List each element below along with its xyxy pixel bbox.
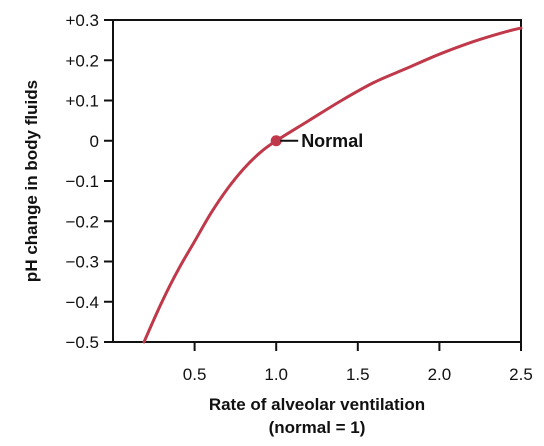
x-axis-title-line-2: (normal = 1) <box>269 418 366 437</box>
x-tick-label: 0.5 <box>183 365 207 384</box>
tick-marks: +0.3 +0.2 +0.1 0 −0.1 −0.2 −0.3 −0.4 −0.5 0.5 1.0 1… <box>65 11 532 384</box>
x-axis-title-line-1: Rate of alveolar ventilation <box>209 395 425 414</box>
x-tick-label: 1.5 <box>346 365 370 384</box>
annotation-layer: Normal <box>270 131 363 151</box>
axes <box>112 19 522 343</box>
series-layer <box>142 26 523 344</box>
x-tick-label: 2.5 <box>509 365 533 384</box>
x-tick-label: 2.0 <box>428 365 452 384</box>
x-tick-label: 1.0 <box>264 365 288 384</box>
y-tick-label: +0.1 <box>65 92 99 111</box>
axis-titles: pH change in body fluids Rate of alveola… <box>22 80 425 437</box>
annotation-label: Normal <box>301 131 363 151</box>
normal-point-marker <box>270 135 282 147</box>
y-tick-label: −0.5 <box>65 333 99 352</box>
y-tick-label: −0.2 <box>65 212 99 231</box>
y-tick-label: +0.3 <box>65 11 99 30</box>
y-tick-label: −0.3 <box>65 253 99 272</box>
y-tick-label: −0.4 <box>65 293 99 312</box>
y-axis-title: pH change in body fluids <box>22 80 41 282</box>
y-tick-label: 0 <box>90 132 99 151</box>
y-tick-label: +0.2 <box>65 51 99 70</box>
y-tick-label: −0.1 <box>65 172 99 191</box>
plot-frame <box>112 19 522 343</box>
series-line <box>142 26 523 344</box>
